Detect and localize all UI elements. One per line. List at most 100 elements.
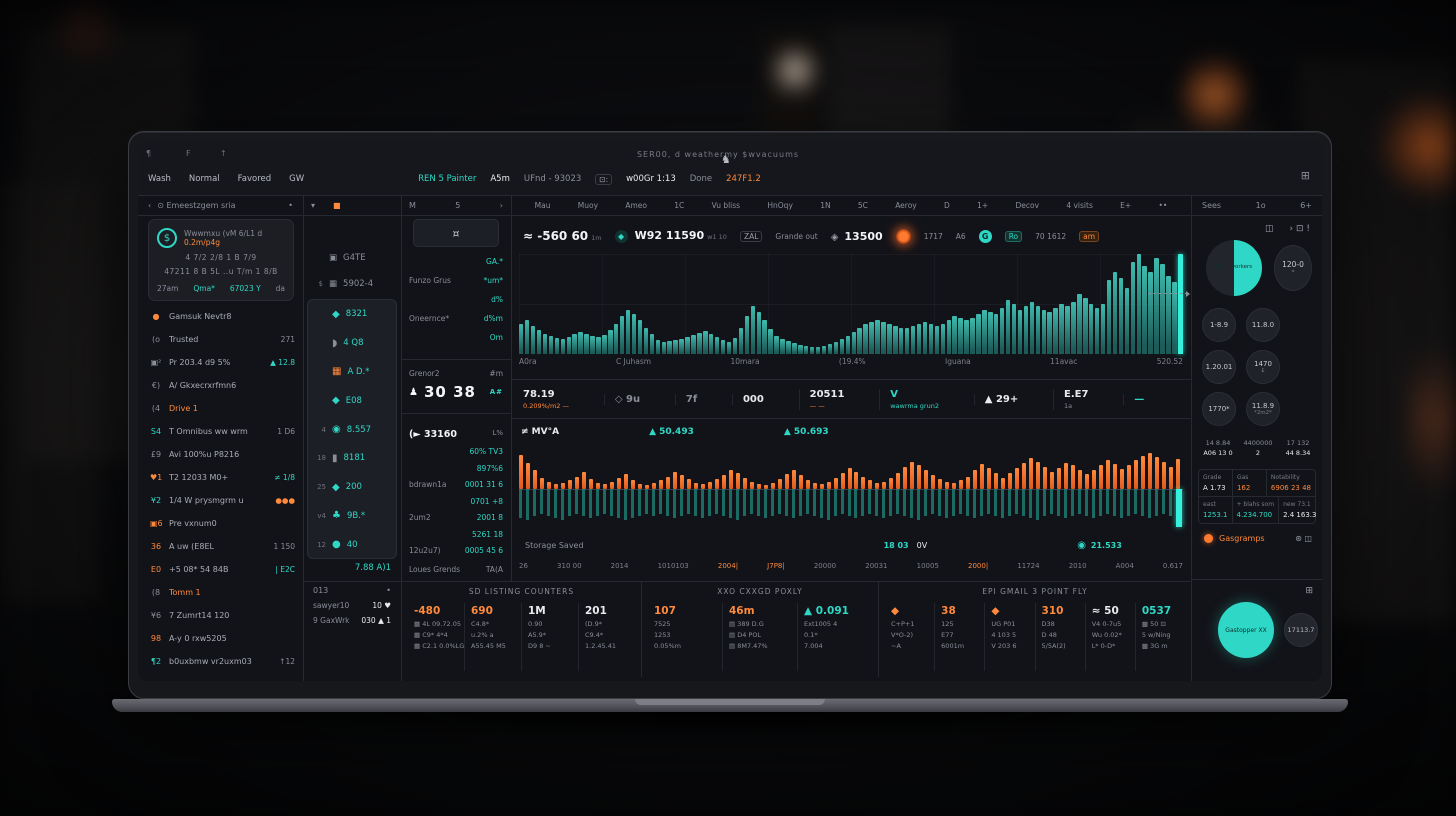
status-item-5[interactable]: w00Gr 1:13 <box>626 174 676 184</box>
menu-item-3[interactable]: Favored <box>237 174 272 184</box>
bottom-box-col-1[interactable]: 107 7525 1253 0.05%m <box>648 603 722 671</box>
sidebar-header-dot[interactable]: • <box>288 201 293 210</box>
chart-tab-3[interactable]: Ameo <box>625 201 647 210</box>
metric-badge-2[interactable]: 11.8.0 <box>1246 308 1280 342</box>
depth-row-4[interactable]: 0701 +8 <box>409 497 503 506</box>
ticker-coin-2[interactable]: ◈ 13500 <box>830 229 883 243</box>
bottom-box-col-3[interactable]: 1M 0.90 A5.9* D9 8 ~ <box>521 603 578 671</box>
sidebar-item-6[interactable]: S4 T Omnibus ww wrm 1 D6 <box>150 421 295 441</box>
gasgramps-link[interactable]: Gasgramps <box>1219 533 1265 543</box>
bottom-box-col-3[interactable]: ▲ 0.091 Ext1005 4 0.1* 7.004 <box>797 603 872 671</box>
sidebar-item-14[interactable]: ¥6 7 Zumrt14 120 <box>150 605 295 625</box>
menu-item-1[interactable]: Wash <box>148 174 171 184</box>
ticker-chip[interactable]: ZAL <box>739 230 763 242</box>
rp-header-left[interactable]: Sees <box>1202 201 1222 210</box>
ticker-coin[interactable]: ◆ W92 11590 w1 10 <box>614 229 727 243</box>
sidebar-item-16[interactable]: ¶2 b0uxbmw vr2uxm03 ↑12 <box>150 651 295 671</box>
sidebar-item-11[interactable]: 36 A uw (E8EL 1 150 <box>150 536 295 556</box>
chart-tab-6[interactable]: HnOqy <box>767 201 793 210</box>
subpanel-dot[interactable]: • <box>386 586 391 595</box>
bottom-box-col-1[interactable]: -480 ▦ 4L 09.72.05 ▦ C9* 4*4 ▦ C2.1 0.0%LG <box>408 603 464 671</box>
sidebar-item-9[interactable]: ¥2 1/4 W prysmgrm u ●●● <box>150 490 295 510</box>
wallet-summary-card[interactable]: $ Wwwmxu (vM 6/L1 d 0.2m/p4g 4 7/2 2/8 1… <box>148 219 294 301</box>
chart-tab-13[interactable]: 4 visits <box>1066 201 1093 210</box>
subpanel-row-2[interactable]: 9 GaxWrk 030 ▲ 1 <box>303 610 401 625</box>
metric-badge-3[interactable]: 1.20.01 <box>1202 350 1236 384</box>
depth-row-3[interactable]: bdrawn1a 0001 31 6 <box>409 480 503 489</box>
bottom-box-col-2[interactable]: 38 125 E77 6001m <box>934 603 984 671</box>
people-icon[interactable]: ◫ <box>1265 224 1274 234</box>
rp-header-right[interactable]: 6+ <box>1300 201 1312 210</box>
status-item-7[interactable]: 247F1.2 <box>726 174 761 184</box>
donut-side-badge[interactable]: 120-0 * <box>1274 245 1312 291</box>
status-item-1[interactable]: REN 5 Painter <box>418 174 477 184</box>
sidebar-item-5[interactable]: (4 Drive 1 <box>150 398 295 418</box>
chart-tab-4[interactable]: 1C <box>674 201 685 210</box>
wallet-tab-4[interactable]: da <box>275 284 285 293</box>
chart-tab-2[interactable]: Muoy <box>577 201 599 210</box>
sidebar-item-13[interactable]: (8 Tomm 1 <box>150 582 295 602</box>
sidebar-item-8[interactable]: ♥1 T2 12033 M0+ ≠ 1/8 <box>150 467 295 487</box>
primary-action-circle[interactable]: Gastopper XX <box>1218 602 1274 658</box>
coin-row-5[interactable]: 4 ◉ 8.557 <box>308 415 396 444</box>
coin-row-top-2[interactable]: $ ▦ 5902-4 <box>303 279 401 289</box>
metric-badge-6[interactable]: 11.8.9 *2m2* <box>1246 392 1280 426</box>
delta-chart[interactable] <box>519 443 1183 527</box>
chart-tab-15[interactable]: •• <box>1158 201 1168 210</box>
depth-row-6[interactable]: 5261 18 <box>409 530 503 539</box>
chart-tab-9[interactable]: Aeroy <box>895 201 917 210</box>
depth-row-2[interactable]: 897%6 <box>409 464 503 473</box>
status-item-4[interactable]: ⊡: <box>595 173 613 185</box>
metric-badge-4[interactable]: 1470 £ <box>1246 350 1280 384</box>
depth-row-5[interactable]: 2um2 2001 8 <box>409 513 503 522</box>
sidebar-item-3[interactable]: ▣² Pr 203.4 d9 5% ▲ 12.8 <box>150 352 295 372</box>
back-chevron-icon[interactable]: ‹ <box>148 201 152 210</box>
depth-row-7[interactable]: 12u2u7) 0005 45 6 <box>409 546 503 555</box>
alert-glow-icon[interactable] <box>895 228 911 244</box>
coin-row-3[interactable]: ▦ A D.* <box>308 358 396 387</box>
bottom-box-col-2[interactable]: 46m ▤ 389 D.G ▤ D4 POL ▤ 8M7.47% <box>722 603 797 671</box>
window-icon[interactable]: ⊞ <box>1305 586 1313 596</box>
bottom-box-col-4[interactable]: 201 (D.9* C9.4* 1.2.45.41 <box>578 603 635 671</box>
menu-item-2[interactable]: Normal <box>188 174 220 184</box>
status-item-6[interactable]: Done <box>689 174 713 184</box>
volume-chart[interactable] <box>519 254 1183 354</box>
app-logo-icon[interactable]: ♞ <box>721 153 731 166</box>
chart-tab-1[interactable]: Mau <box>534 201 551 210</box>
ticker-chip-teal[interactable]: Ro <box>1004 230 1023 242</box>
coin-row-9[interactable]: 12 ● 40 <box>308 530 396 559</box>
bottom-box-col-4[interactable]: 310 D38 D 48 5/5A(2) <box>1034 603 1085 671</box>
allocation-donut-chart[interactable]: Rat | workers <box>1206 240 1262 296</box>
status-item-3[interactable]: UFnd - 93023 <box>523 174 582 184</box>
orderpanel-header-left[interactable]: M <box>409 201 416 210</box>
coin-row-top-1[interactable]: ▣ G4TE <box>303 253 401 263</box>
sidebar-item-10[interactable]: ▣6 Pre vxnum0 <box>150 513 295 533</box>
chart-tab-5[interactable]: Vu bliss <box>711 201 741 210</box>
sidebar-item-1[interactable]: ● Gamsuk Nevtr8 <box>150 306 295 326</box>
tools-icons[interactable]: › ⊡ ! <box>1289 224 1310 234</box>
orderpanel-symbol-box[interactable]: ¤ <box>413 219 499 247</box>
wallet-tab-2[interactable]: Qma* <box>193 284 215 293</box>
bottom-box-col-3[interactable]: ◆ UG P01 4 103 5 V 203 6 <box>984 603 1034 671</box>
wallet-tab-3[interactable]: 67023 Y <box>229 284 261 293</box>
coinlist-square-icon[interactable]: ■ <box>333 201 341 210</box>
sidebar-item-4[interactable]: €) A/ Gkxecrxrfmn6 <box>150 375 295 395</box>
chart-tab-8[interactable]: 5C <box>857 201 868 210</box>
coin-row-8[interactable]: v4 ♣ 9B.* <box>308 502 396 531</box>
orderpanel-header-right[interactable]: › <box>499 201 503 210</box>
menu-item-4[interactable]: GW <box>289 174 305 184</box>
sidebar-item-12[interactable]: E0 +5 08* 54 84B | E2C <box>150 559 295 579</box>
secondary-circle-badge[interactable]: 17113.7 <box>1284 613 1318 647</box>
bottom-box-col-5[interactable]: ≈ 50 V4 0-7u5 Wu 0.02* L* 0-D* <box>1084 603 1135 671</box>
chart-tab-11[interactable]: 1+ <box>977 201 989 210</box>
coin-row-7[interactable]: 25 ◆ 200 <box>308 473 396 502</box>
metric-badge-1[interactable]: 1-8.9 <box>1202 308 1236 342</box>
settings-people-icons[interactable]: ⊛ ◫ <box>1295 533 1312 543</box>
depth-row-1[interactable]: 60% TV3 <box>409 447 503 456</box>
sidebar-item-15[interactable]: 98 A-y 0 rxw5205 <box>150 628 295 648</box>
bottom-box-col-2[interactable]: 690 C4.8* u.2% a A55.45 M5 <box>464 603 521 671</box>
sidebar-item-2[interactable]: (ο Trusted 271 <box>150 329 295 349</box>
token-circle-icon[interactable]: G <box>978 229 992 243</box>
coin-row-2[interactable]: ◗ 4 Q8 <box>308 329 396 358</box>
chart-tab-7[interactable]: 1N <box>820 201 831 210</box>
